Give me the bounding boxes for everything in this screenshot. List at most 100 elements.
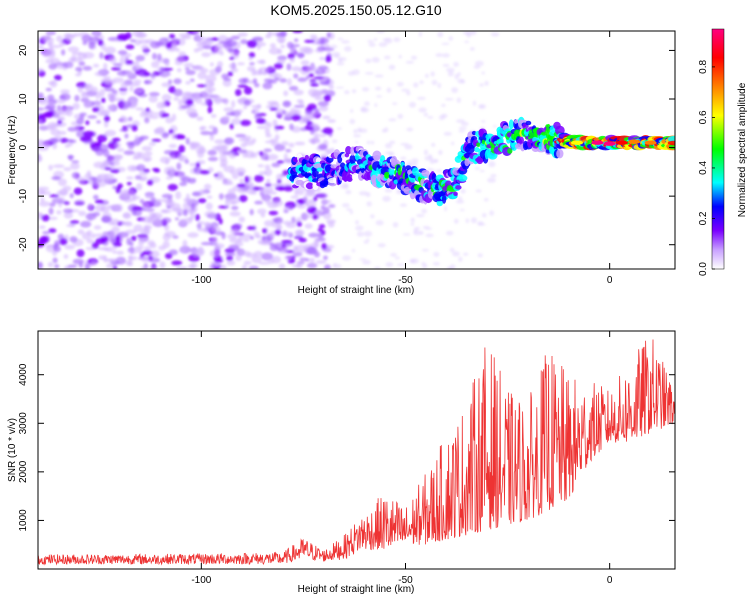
noise-blob xyxy=(161,101,167,109)
noise-blob xyxy=(254,83,260,88)
noise-blob xyxy=(208,88,213,97)
noise-blob xyxy=(232,231,243,236)
noise-blob xyxy=(235,167,246,175)
noise-blob xyxy=(456,97,461,103)
noise-blob xyxy=(86,170,92,177)
noise-blob xyxy=(286,78,292,86)
noise-blob xyxy=(262,228,267,234)
noise-blob xyxy=(342,255,352,261)
noise-blob xyxy=(78,61,86,67)
noise-blob xyxy=(184,67,190,71)
noise-blob xyxy=(374,74,384,78)
noise-blob xyxy=(111,89,118,94)
noise-blob xyxy=(159,261,166,269)
noise-blob xyxy=(149,40,161,49)
colorbar-tick-label: 0.6 xyxy=(698,110,709,124)
noise-blob xyxy=(322,115,331,120)
noise-blob xyxy=(306,201,317,208)
noise-blob xyxy=(264,168,273,177)
noise-blob xyxy=(231,100,236,108)
noise-blob xyxy=(75,66,83,72)
noise-blob xyxy=(116,33,129,41)
noise-blob xyxy=(185,98,194,106)
noise-blob xyxy=(131,235,137,242)
noise-blob xyxy=(189,112,199,116)
noise-blob xyxy=(243,140,255,146)
noise-blob xyxy=(223,107,234,112)
noise-blob xyxy=(246,225,256,231)
noise-blob xyxy=(309,123,320,128)
noise-blob xyxy=(168,33,176,39)
noise-blob xyxy=(316,45,326,52)
noise-blob xyxy=(299,257,307,261)
noise-blob xyxy=(229,211,241,217)
noise-blob xyxy=(259,59,266,65)
noise-blob xyxy=(267,153,279,161)
noise-blob xyxy=(171,260,183,266)
noise-blob xyxy=(134,135,140,143)
noise-blob xyxy=(63,208,74,214)
noise-blob xyxy=(175,266,188,269)
noise-blob xyxy=(222,79,232,87)
noise-blob xyxy=(230,35,241,40)
noise-blob xyxy=(159,66,164,75)
noise-blob xyxy=(141,202,150,208)
noise-blob xyxy=(205,222,213,228)
noise-blob xyxy=(125,44,135,50)
noise-blob xyxy=(197,71,207,80)
noise-blob xyxy=(280,31,287,38)
noise-blob xyxy=(46,31,52,38)
noise-blob xyxy=(83,130,95,138)
noise-blob xyxy=(337,37,344,41)
noise-blob xyxy=(384,127,389,133)
noise-blob xyxy=(427,116,434,119)
noise-blob xyxy=(103,120,109,128)
noise-blob xyxy=(244,175,250,184)
noise-blob xyxy=(361,87,370,92)
noise-blob xyxy=(418,31,422,37)
noise-blob xyxy=(389,154,394,157)
noise-blob xyxy=(176,67,182,73)
noise-blob xyxy=(374,103,378,108)
noise-blob xyxy=(52,164,65,169)
noise-blob xyxy=(148,141,157,146)
ridge-blob xyxy=(476,142,481,147)
noise-blob xyxy=(125,70,134,77)
noise-blob xyxy=(112,185,117,190)
noise-blob xyxy=(475,189,482,193)
noise-blob xyxy=(269,242,275,247)
noise-blob xyxy=(400,156,407,160)
colorbar-tick-label: 0.4 xyxy=(698,161,709,175)
noise-blob xyxy=(258,68,263,76)
noise-blob xyxy=(349,118,356,125)
spectrogram-signal-ridge xyxy=(286,116,675,207)
noise-blob xyxy=(107,231,116,240)
noise-blob xyxy=(84,263,91,269)
noise-blob xyxy=(113,241,122,247)
noise-blob xyxy=(251,256,262,264)
noise-blob xyxy=(196,116,204,121)
noise-blob xyxy=(198,189,206,195)
colorbar-tick-label: 0.2 xyxy=(698,211,709,225)
noise-blob xyxy=(52,257,58,264)
noise-blob xyxy=(76,176,86,183)
noise-blob xyxy=(388,118,397,122)
noise-blob xyxy=(314,209,322,215)
noise-blob xyxy=(317,101,329,107)
noise-blob xyxy=(79,135,92,142)
noise-blob xyxy=(286,63,292,71)
noise-blob xyxy=(326,32,331,38)
noise-blob xyxy=(362,259,371,265)
noise-blob xyxy=(161,209,169,214)
noise-blob xyxy=(215,65,222,73)
ridge-blob xyxy=(508,119,514,130)
noise-blob xyxy=(432,262,440,266)
noise-blob xyxy=(38,92,44,97)
noise-blob xyxy=(351,248,356,253)
noise-blob xyxy=(161,67,174,71)
noise-blob xyxy=(250,266,256,269)
ridge-blob xyxy=(507,148,513,154)
noise-blob xyxy=(152,219,165,227)
noise-blob xyxy=(56,98,66,104)
